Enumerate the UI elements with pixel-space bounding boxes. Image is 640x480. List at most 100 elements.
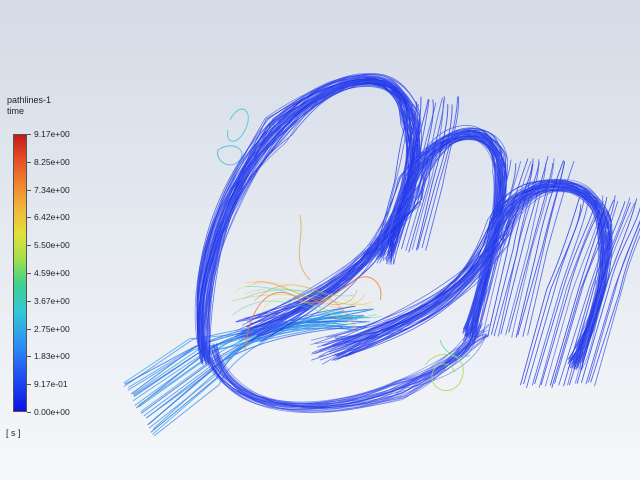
pathline	[242, 137, 501, 335]
colorbar-tick-mark	[27, 273, 31, 274]
pathline	[417, 104, 453, 250]
pathline	[397, 102, 437, 248]
pathline	[531, 199, 589, 386]
pathline	[508, 162, 554, 333]
pathline	[247, 135, 495, 343]
colorbar	[13, 134, 27, 412]
pathline	[473, 161, 522, 337]
pathline	[241, 137, 504, 332]
colorbar-tick-mark	[27, 189, 31, 191]
pathline	[415, 104, 449, 251]
pathline	[401, 99, 434, 250]
pathline	[465, 163, 507, 337]
legend-name: pathlines-1	[7, 95, 52, 105]
pathline-warm	[245, 286, 382, 319]
pathline	[333, 180, 610, 369]
colorbar-tick-mark	[27, 245, 31, 247]
pathline	[204, 326, 476, 406]
colorbar-tick-label: 1.83e+00	[34, 351, 70, 362]
pathline	[525, 195, 585, 389]
pathline	[534, 200, 597, 385]
pathline	[497, 159, 540, 337]
pathline-warm	[298, 214, 311, 281]
pathline-warm	[261, 298, 359, 330]
pathline	[540, 201, 604, 386]
colorbar-tick-label: 8.25e+00	[34, 156, 70, 167]
pathline	[405, 97, 443, 251]
colorbar-tick-label: 7.34e+00	[34, 184, 70, 195]
pathline	[549, 197, 608, 386]
pathline	[388, 96, 422, 249]
pathline	[574, 202, 635, 384]
colorbar-tick-mark	[27, 384, 31, 386]
pathline	[237, 134, 503, 339]
colorbar-tick-label: 2.75e+00	[34, 323, 70, 334]
colorbar-tick-label: 5.50e+00	[34, 240, 70, 251]
colorbar-tick-mark	[27, 300, 31, 302]
pathline	[567, 197, 631, 386]
legend-unit: [ s ]	[6, 428, 21, 438]
pathline	[235, 130, 496, 337]
pathline-warm	[217, 145, 243, 166]
pathline	[527, 160, 575, 336]
colorbar-tick-label: 0.00e+00	[34, 407, 70, 417]
pathline	[245, 125, 501, 337]
pathline	[215, 333, 487, 411]
pathline	[380, 101, 418, 248]
pathline	[245, 138, 502, 330]
pathline	[206, 84, 411, 356]
pathline	[505, 162, 547, 336]
pathline	[383, 103, 419, 250]
pathline	[563, 201, 626, 387]
colorbar-tick-label: 4.59e+00	[34, 268, 70, 278]
legend-variable: time	[7, 106, 25, 116]
pathline-warm	[243, 289, 354, 300]
colorbar-tick-mark	[27, 412, 31, 413]
pathline	[538, 204, 601, 388]
colorbar-tick-mark	[27, 328, 31, 330]
colorbar-tick-mark	[27, 356, 31, 358]
colorbar-tick-mark	[27, 134, 31, 135]
colorbar-tick-mark	[27, 161, 31, 163]
pathline	[247, 130, 502, 333]
pathline	[209, 80, 414, 360]
pathline-warm	[253, 281, 358, 305]
pathline	[511, 157, 555, 338]
pathline	[471, 163, 517, 338]
pathline	[522, 160, 565, 337]
pathline	[204, 335, 489, 408]
pathline	[558, 200, 619, 386]
pathline	[425, 96, 459, 251]
pathline	[377, 101, 411, 252]
pathline	[421, 96, 458, 249]
pathline	[216, 333, 486, 407]
pathline-warm	[227, 108, 249, 142]
pathline	[594, 234, 640, 387]
pathline-warm	[232, 300, 377, 318]
pathline-warm	[243, 288, 356, 305]
pathline	[587, 221, 640, 383]
pathline	[551, 199, 615, 389]
pathline-warm	[424, 353, 464, 392]
pathline-warm	[245, 281, 366, 308]
pathline	[487, 164, 533, 338]
pathline	[477, 158, 529, 336]
pathline-warm	[233, 282, 374, 307]
pathline	[213, 326, 479, 406]
pathline	[153, 310, 344, 437]
pathline	[390, 98, 429, 248]
pathline-warm	[439, 339, 471, 358]
pathline	[246, 131, 501, 337]
pathline	[206, 334, 488, 413]
pathline	[554, 195, 616, 384]
pathline	[235, 128, 507, 337]
color-legend: pathlines-1 time 9.17e+00 8.25e+00 7.34e+0…	[0, 0, 120, 480]
pathline	[467, 159, 512, 339]
pathline	[580, 206, 640, 383]
pathline	[215, 335, 477, 410]
colorbar-tick-label: 6.42e+00	[34, 212, 70, 223]
pathline	[576, 198, 638, 384]
pathline	[515, 160, 564, 338]
